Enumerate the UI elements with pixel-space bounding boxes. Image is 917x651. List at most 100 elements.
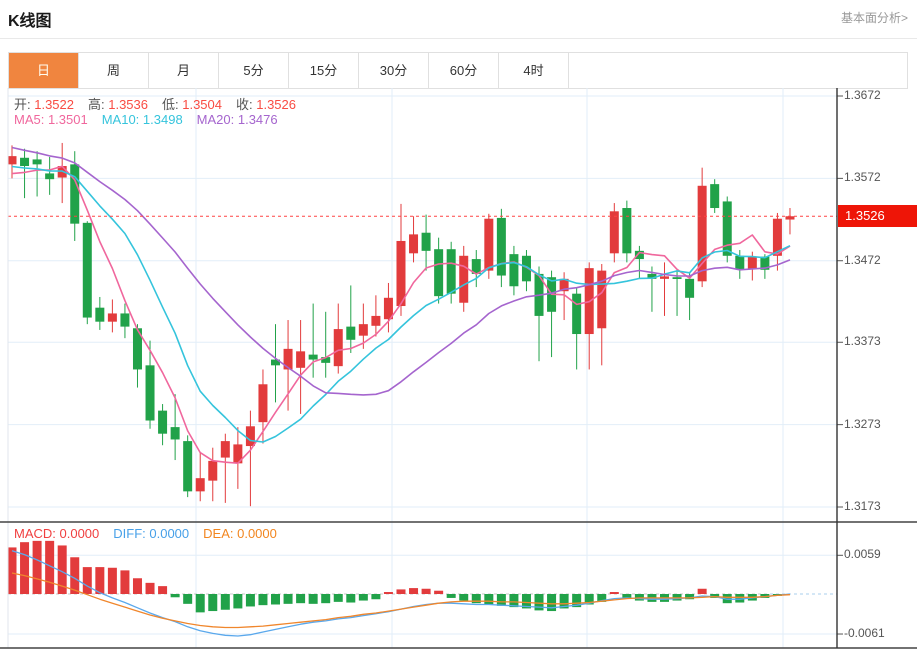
tab-30min[interactable]: 30分 <box>359 53 429 88</box>
macd-bar-down <box>572 594 582 608</box>
price-axis-label: 1.3173 <box>844 499 881 513</box>
macd-bar-down <box>597 594 607 602</box>
candle-body-down <box>20 157 30 167</box>
price-axis-label: 1.3572 <box>844 170 881 185</box>
macd-bar-up <box>396 589 406 594</box>
ma-legend: MA5: 1.3501 MA10: 1.3498 MA20: 1.3476 <box>14 112 292 127</box>
candle-body-down <box>45 173 55 180</box>
candle-body-down <box>760 256 770 270</box>
ohlc-legend-item: 高: 1.3536 <box>88 97 148 112</box>
title-divider <box>0 38 917 39</box>
ma5-line <box>11 165 791 465</box>
macd-bar-up <box>45 540 55 594</box>
macd-bar-down <box>170 594 180 598</box>
candle-body-up <box>195 478 205 492</box>
macd-bar-up <box>20 542 30 594</box>
candle-body-up <box>358 324 368 336</box>
candle-body-up <box>233 444 243 464</box>
macd-bar-down <box>220 594 230 610</box>
candle-body-up <box>597 270 607 329</box>
dea-line <box>11 572 791 629</box>
macd-bar-down <box>183 594 193 604</box>
macd-bar-down <box>358 594 368 601</box>
candle-body-down <box>521 255 531 282</box>
tab-60min[interactable]: 60分 <box>429 53 499 88</box>
macd-bar-up <box>697 588 707 594</box>
macd-bar-up <box>383 592 393 594</box>
candle-body-up <box>258 384 268 423</box>
macd-bar-down <box>333 594 343 602</box>
macd-bar-down <box>258 594 268 606</box>
macd-bar-down <box>446 594 456 598</box>
ma10-line <box>11 165 791 443</box>
macd-bar-up <box>421 588 431 594</box>
macd-bar-down <box>195 594 205 613</box>
candle-body-up <box>559 278 569 292</box>
candle-body-up <box>371 315 381 326</box>
macd-axis-label: -0.0061 <box>844 626 885 641</box>
candle-body-down <box>496 217 506 276</box>
candle-body-up <box>459 255 469 303</box>
candle-body-down <box>32 159 42 165</box>
candle-body-up <box>772 218 782 256</box>
tab-4hour[interactable]: 4时 <box>499 53 569 88</box>
page-title: K线图 <box>8 13 52 30</box>
macd-bar-up <box>132 578 142 594</box>
fundamental-analysis-link[interactable]: 基本面分析> <box>840 11 908 25</box>
candle-body-up <box>208 460 218 481</box>
macd-axis-label: 0.0059 <box>844 547 881 562</box>
candle-body-down <box>471 259 481 274</box>
macd-bar-down <box>622 594 632 598</box>
candle-body-up <box>283 348 293 370</box>
tab-week[interactable]: 周 <box>79 53 149 88</box>
price-axis-label: 1.3672 <box>844 88 881 102</box>
macd-bar-down <box>735 594 745 603</box>
candle-body-up <box>785 216 795 220</box>
candle-body-up <box>245 426 255 447</box>
candle-body-down <box>672 277 682 280</box>
macd-bar-up <box>434 590 444 594</box>
macd-bar-down <box>308 594 318 604</box>
candle-body-down <box>647 273 657 279</box>
ohlc-legend-item: 低: 1.3504 <box>162 97 222 112</box>
candle-body-down <box>308 354 318 360</box>
macd-legend-item: DIFF: 0.0000 <box>113 526 190 541</box>
candle-body-down <box>509 254 519 287</box>
candle-body-up <box>220 441 230 458</box>
macd-bar-down <box>559 594 569 609</box>
candle-body-down <box>170 427 180 440</box>
candle-body-down <box>572 293 582 335</box>
macd-bar-down <box>233 594 243 609</box>
macd-bar-down <box>584 594 594 605</box>
macd-bar-down <box>685 594 695 600</box>
macd-legend: MACD: 0.0000 DIFF: 0.0000 DEA: 0.0000 <box>14 526 291 541</box>
ma-legend-item: MA5: 1.3501 <box>14 112 88 127</box>
tab-month[interactable]: 月 <box>149 53 219 88</box>
macd-bar-down <box>296 594 306 604</box>
tab-day[interactable]: 日 <box>9 53 79 88</box>
macd-bar-down <box>271 594 281 605</box>
candle-body-down <box>82 222 92 318</box>
ohlc-legend: 开: 1.3522 高: 1.3536 低: 1.3504 收: 1.3526 <box>14 94 310 113</box>
price-axis-label: 1.3273 <box>844 416 881 431</box>
candle-body-up <box>409 234 419 254</box>
macd-bar-down <box>346 594 356 603</box>
candle-body-down <box>685 278 695 298</box>
macd-bar-down <box>496 594 506 606</box>
tab-5min[interactable]: 5分 <box>219 53 289 88</box>
candle-body-down <box>634 250 644 260</box>
macd-bar-up <box>70 557 80 594</box>
candle-body-down <box>346 326 356 340</box>
tab-15min[interactable]: 15分 <box>289 53 359 88</box>
candle-body-down <box>622 208 632 254</box>
macd-bar-up <box>609 592 619 594</box>
macd-bar-up <box>82 567 92 594</box>
macd-bar-up <box>32 540 42 594</box>
macd-bar-up <box>57 545 67 594</box>
candle-body-up <box>747 256 757 269</box>
macd-bar-down <box>283 594 293 604</box>
candle-body-down <box>271 359 281 366</box>
macd-bar-down <box>471 594 481 604</box>
period-tabs: 日周月 5分 15分 30分 60分 4时 <box>8 52 908 89</box>
